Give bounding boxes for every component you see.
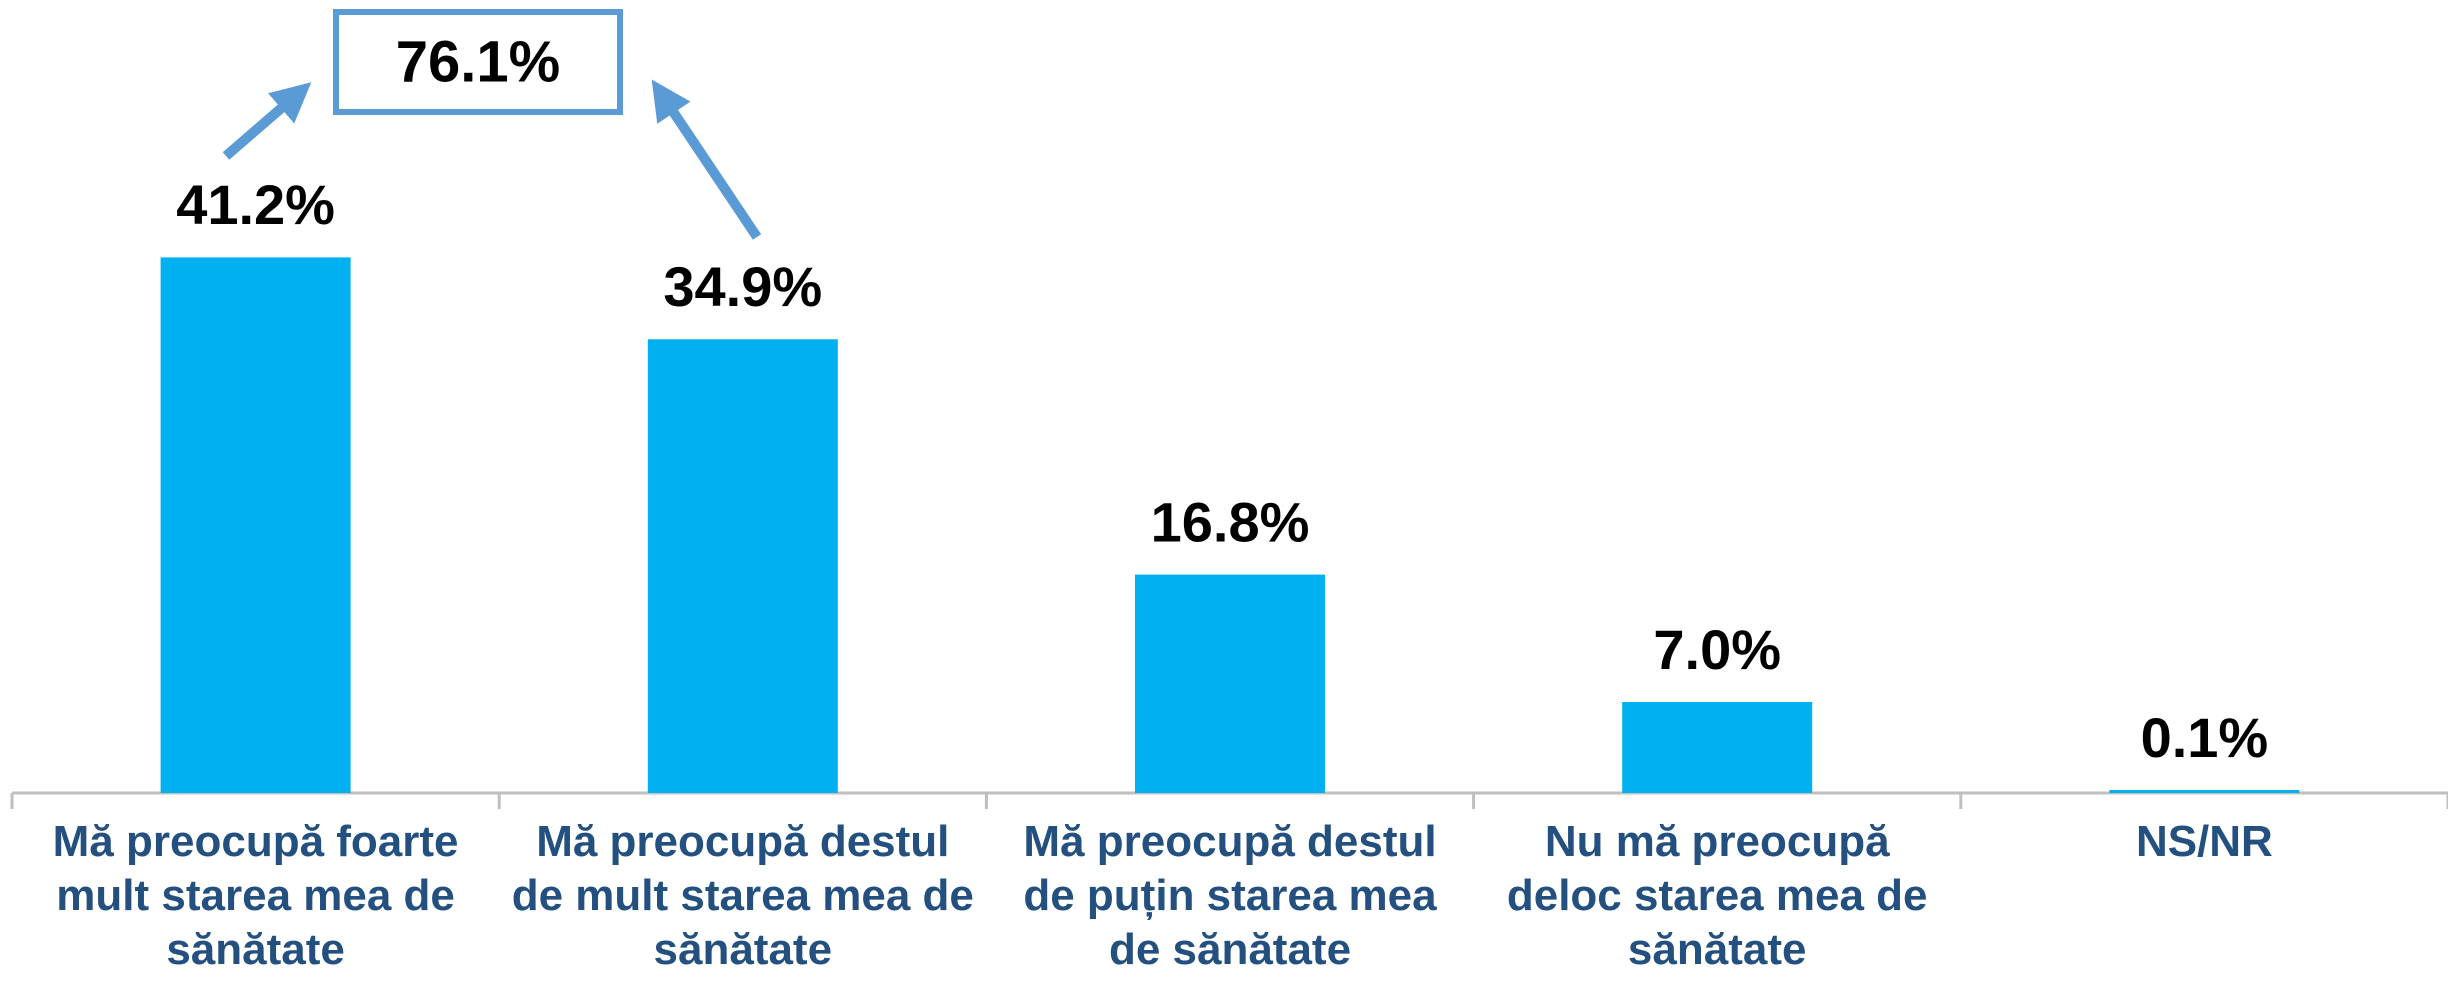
arrow [222, 82, 312, 160]
value-label: 7.0% [1653, 618, 1781, 681]
bar [1622, 702, 1813, 793]
annotation: 76.1% [396, 29, 560, 94]
x-tick-label: Nu mă preocupă deloc starea mea de sănăt… [1506, 817, 1928, 974]
x-tick-label: Mă preocupă destul de puțin starea mea d… [1023, 817, 1437, 974]
value-label: 41.2% [176, 173, 335, 236]
x-tick-label: NS/NR [2135, 817, 2273, 866]
bar [2109, 790, 2300, 793]
value-label: 34.9% [663, 255, 822, 318]
annotation-box [333, 9, 623, 115]
value-label: 16.8% [1151, 490, 1310, 553]
x-tick-label: Mă preocupă destul de mult starea mea de… [511, 817, 974, 974]
x-tick-label: Mă preocupă foarte mult starea mea de să… [52, 817, 459, 974]
arrow [651, 79, 762, 240]
value-label: 0.1% [2141, 706, 2269, 769]
bar [160, 257, 351, 793]
bar [647, 339, 838, 793]
bar [1135, 574, 1325, 793]
